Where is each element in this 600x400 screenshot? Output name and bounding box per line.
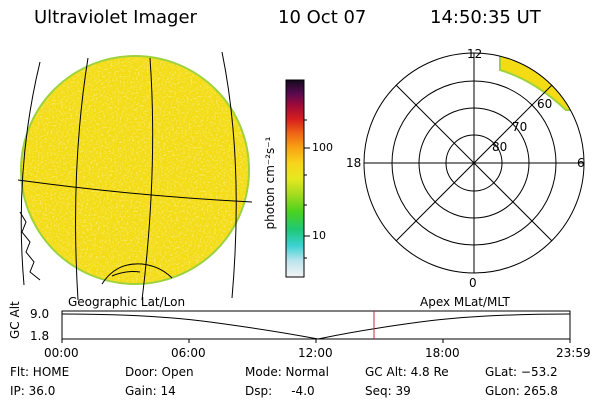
mlat-label-70: 70 [512,120,528,134]
colorbar-frame [285,79,305,278]
status-mode: Mode: Normal [245,365,329,379]
status-glat: GLat: −53.2 [485,365,558,379]
mlat-label-80: 80 [492,140,508,154]
altitude-ytick-9: 9.0 [30,307,50,321]
colorbar-ticks [304,119,310,259]
colorbar-unit-label: photon cm⁻²s⁻¹ [263,136,277,230]
mlat-label-60: 60 [537,97,553,111]
longitude-lines [20,51,237,301]
apex-panel-label: Apex MLat/MLT [420,295,510,309]
colorbar-tick-100: 100 [312,141,333,154]
status-dsp: Dsp: -4.0 [245,384,315,398]
mlt-label-12: 12 [467,47,483,61]
geographic-image [17,51,253,301]
geographic-panel-label: Geographic Lat/Lon [68,295,186,309]
polar-grid [363,52,585,274]
coastline [19,211,173,285]
altitude-curve [61,313,571,340]
xtick-0000: 00:00 [44,346,79,360]
xtick-1200: 12:00 [298,346,333,360]
time-label: 14:50:35 UT [430,7,541,28]
status-seq: Seq: 39 [365,384,411,398]
globe-edge [20,55,250,285]
date-label: 10 Oct 07 [278,7,367,28]
status-gain: Gain: 14 [125,384,176,398]
xtick-0600: 06:00 [171,346,206,360]
altitude-ylabel: GC Alt [8,301,22,339]
status-flt: Flt: HOME [10,365,70,379]
colorbar [285,79,310,278]
xtick-2359: 23:59 [556,346,591,360]
status-ip: IP: 36.0 [10,384,56,398]
globe-texture [21,56,249,284]
xtick-1800: 18:00 [425,346,460,360]
latitude-line [17,179,253,203]
altitude-plot [61,310,571,343]
mlt-label-18: 18 [346,156,362,170]
altitude-ticks [61,339,571,343]
status-gc-alt: GC Alt: 4.8 Re [365,365,449,379]
mlt-label-6: 6 [577,156,585,170]
mlt-label-0: 0 [469,276,477,290]
status-door: Door: Open [125,365,194,379]
instrument-title: Ultraviolet Imager [34,7,197,28]
altitude-ytick-1.8: 1.8 [30,329,50,343]
status-glon: GLon: 265.8 [485,384,558,398]
polar-plot [363,52,585,274]
colorbar-gradient [286,80,304,277]
colorbar-tick-10: 10 [312,229,326,242]
